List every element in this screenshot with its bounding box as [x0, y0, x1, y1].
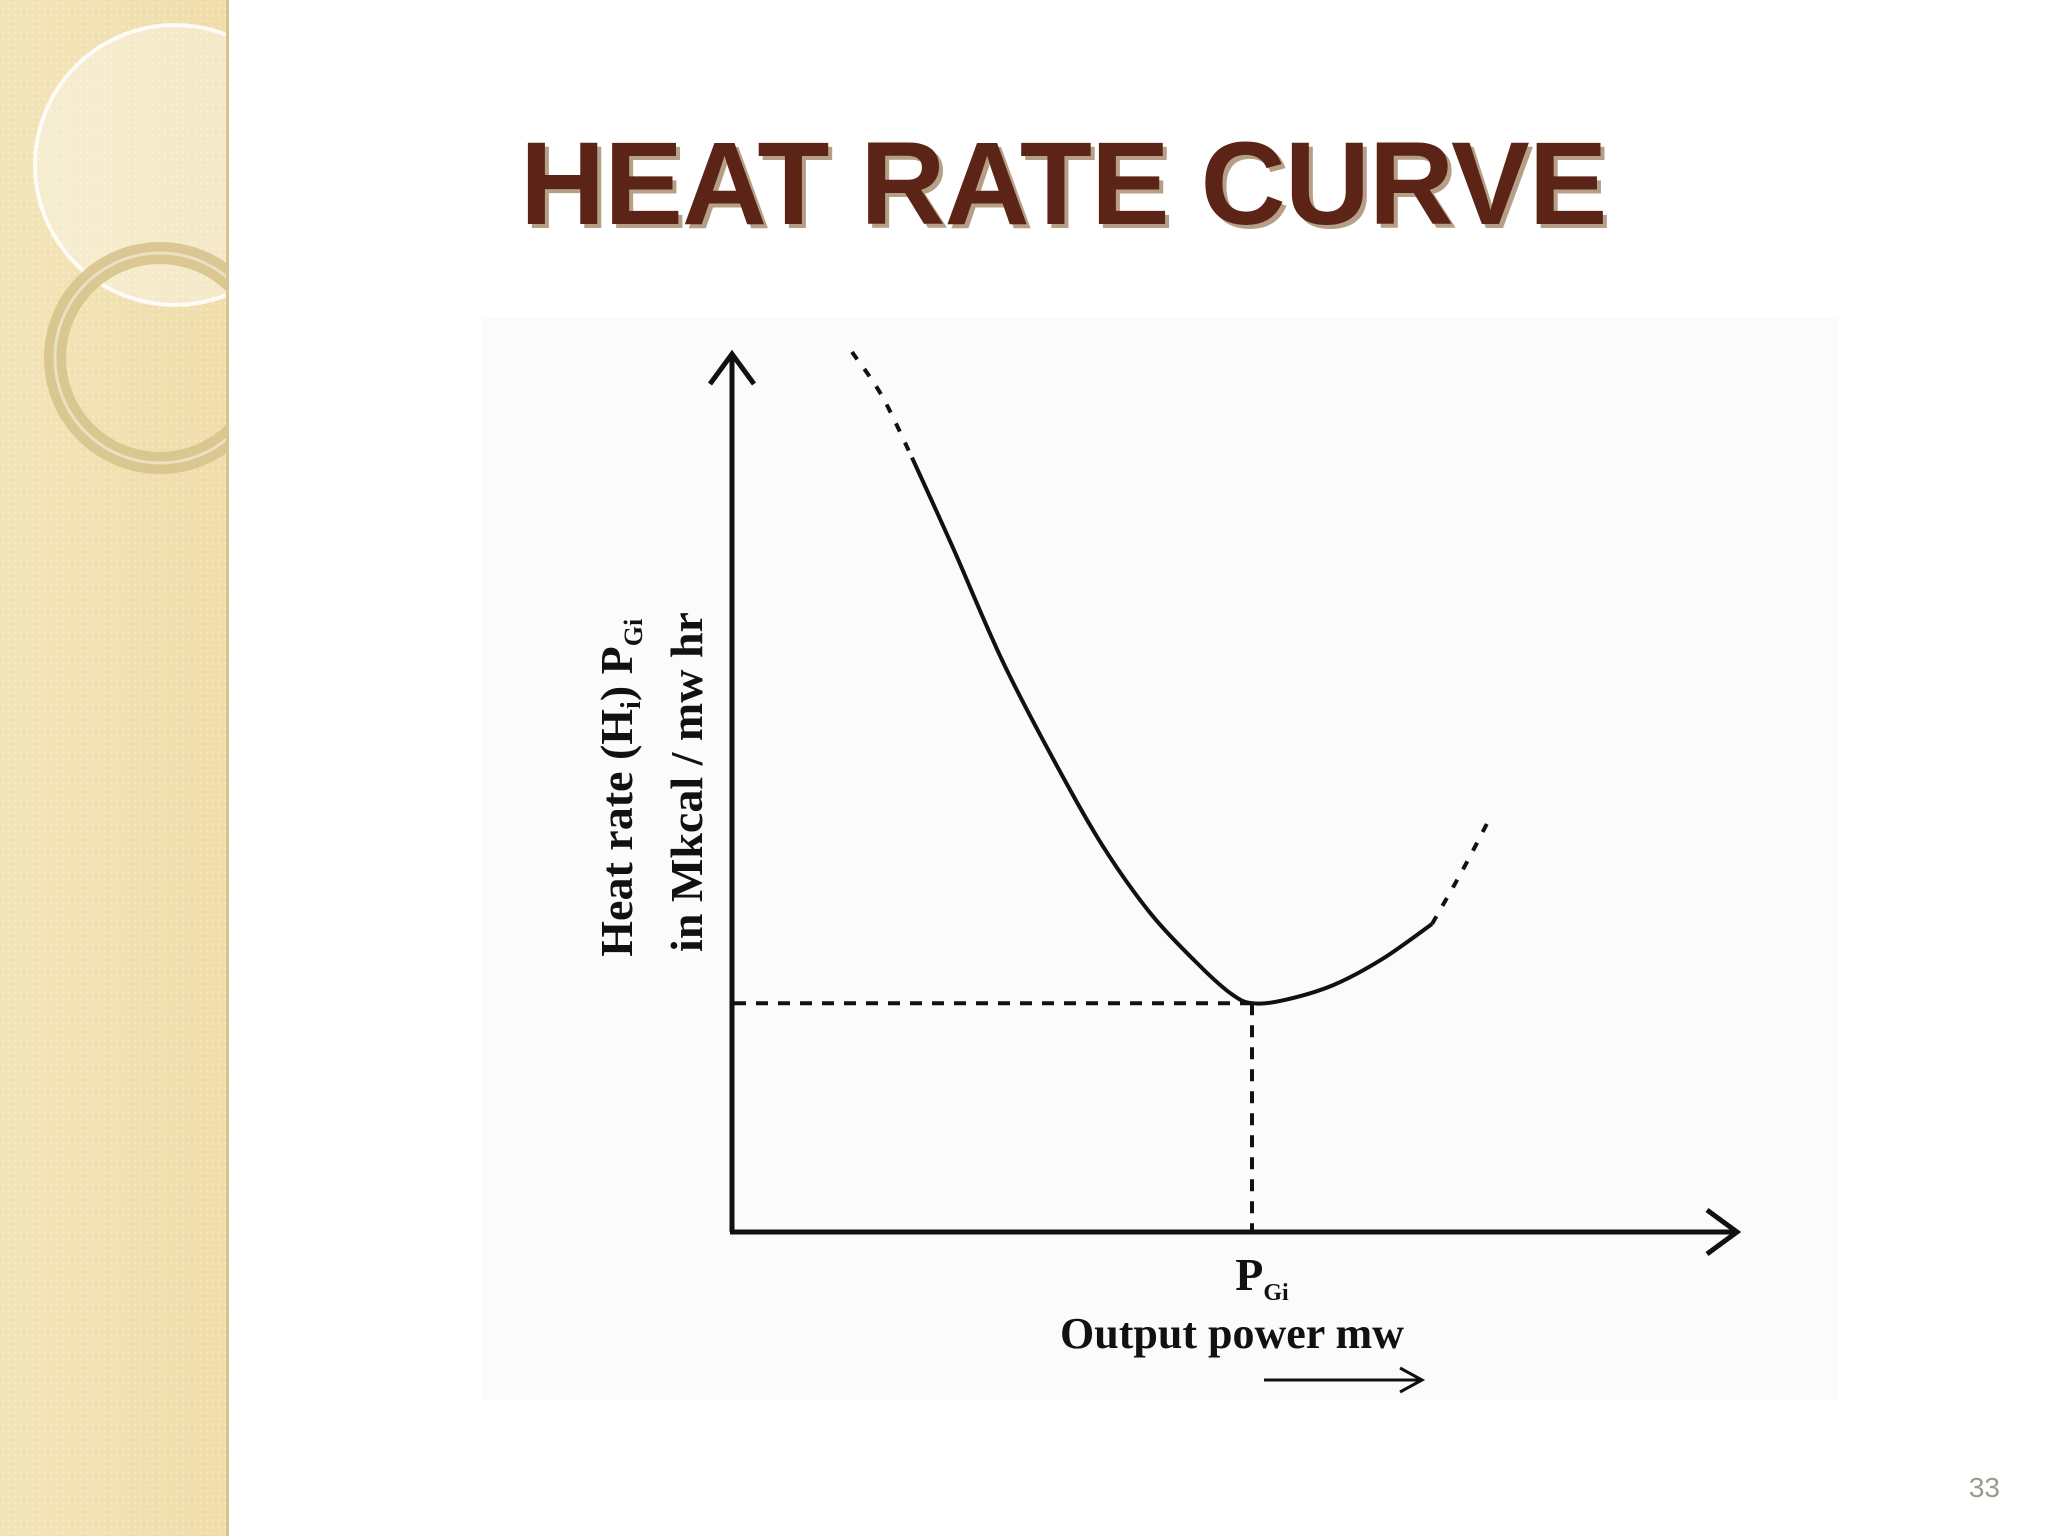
page-number: 33 [1968, 1472, 2000, 1503]
y-axis-label: Heat rate (Hi) PGi in Mkcal / mw hr [591, 607, 712, 956]
x-axis-label: Output power mw [1060, 1309, 1404, 1358]
decorative-rings-icon [33, 23, 226, 474]
heat-rate-chart: Heat rate (Hi) PGi in Mkcal / mw hr PGi … [482, 318, 1837, 1400]
heat-rate-curve [910, 456, 1434, 1006]
x-direction-arrow-icon [1399, 1366, 1426, 1394]
slide-title: HEAT RATE CURVE [520, 118, 1607, 250]
y-axis-arrow-icon [707, 349, 757, 386]
curve-dashed-right [1430, 813, 1494, 925]
x-marker-label: PGi [1235, 1249, 1289, 1306]
decorative-side-panel [0, 0, 229, 1536]
chart-svg: Heat rate (Hi) PGi in Mkcal / mw hr PGi … [591, 349, 1742, 1394]
curve-dashed-left [850, 350, 914, 459]
x-axis-arrow-icon [1705, 1207, 1742, 1257]
